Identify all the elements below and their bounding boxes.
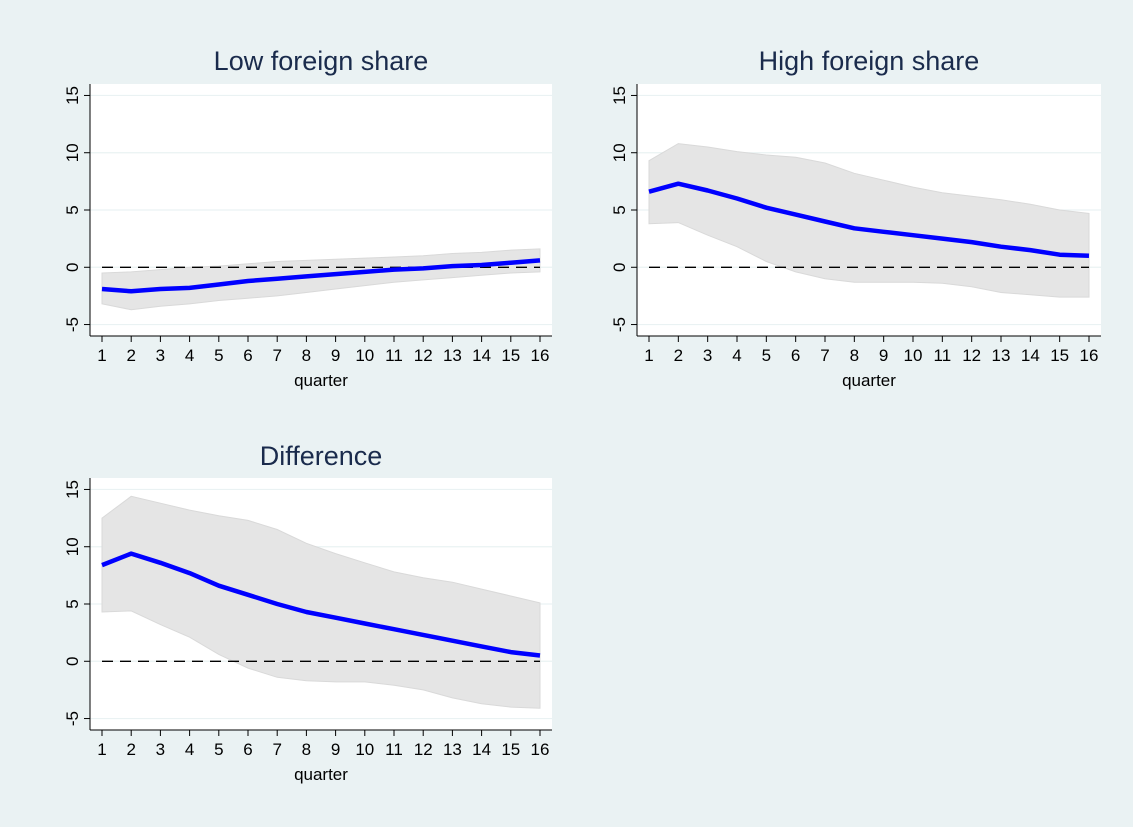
x-tick-label: 1 <box>644 346 653 365</box>
x-tick-label: 10 <box>355 740 374 759</box>
y-tick-label: 5 <box>63 205 82 214</box>
y-tick-label: 15 <box>610 86 629 105</box>
x-tick-label: 13 <box>992 346 1011 365</box>
x-tick-label: 14 <box>472 346 491 365</box>
y-tick-label: 5 <box>63 599 82 608</box>
x-tick-label: 3 <box>703 346 712 365</box>
x-tick-label: 4 <box>732 346 741 365</box>
y-tick-label: 10 <box>63 537 82 556</box>
x-tick-label: 6 <box>243 346 252 365</box>
x-tick-label: 7 <box>272 740 281 759</box>
x-tick-label: 12 <box>414 740 433 759</box>
estimate-line <box>648 181 1090 259</box>
x-tick-label: 10 <box>355 346 374 365</box>
x-tick-label: 6 <box>243 740 252 759</box>
y-tick-label: 15 <box>63 86 82 105</box>
confidence-band <box>101 248 541 311</box>
y-tick-label: 0 <box>63 657 82 666</box>
x-tick-label: 13 <box>443 346 462 365</box>
x-tick-label: 8 <box>302 740 311 759</box>
y-tick-label: 5 <box>610 205 629 214</box>
x-tick-label: 1 <box>97 346 106 365</box>
x-tick-label: 8 <box>302 346 311 365</box>
x-tick-label: 11 <box>934 346 952 365</box>
x-tick-label: 16 <box>1080 346 1099 365</box>
x-tick-label: 5 <box>762 346 771 365</box>
x-tick-label: 7 <box>272 346 281 365</box>
x-tick-label: 4 <box>185 740 194 759</box>
y-tick-label: 10 <box>610 143 629 162</box>
x-tick-label: 4 <box>185 346 194 365</box>
x-tick-label: 11 <box>385 346 403 365</box>
x-tick-label: 3 <box>156 740 165 759</box>
x-tick-label: 7 <box>820 346 829 365</box>
y-tick-label: -5 <box>63 711 82 726</box>
x-tick-label: 12 <box>962 346 981 365</box>
x-tick-label: 15 <box>501 740 520 759</box>
y-tick-label: 15 <box>63 480 82 499</box>
x-tick-label: 15 <box>1050 346 1069 365</box>
confidence-band <box>648 143 1090 298</box>
x-tick-label: 9 <box>331 740 340 759</box>
x-tick-label: 13 <box>443 740 462 759</box>
y-tick-label: -5 <box>63 317 82 332</box>
x-tick-label: 2 <box>126 346 135 365</box>
x-tick-label: 2 <box>674 346 683 365</box>
x-tick-label: 8 <box>850 346 859 365</box>
x-tick-label: 14 <box>1021 346 1040 365</box>
panel-title: High foreign share <box>759 46 980 76</box>
y-tick-label: 0 <box>63 263 82 272</box>
x-tick-label: 5 <box>214 346 223 365</box>
y-tick-label: -5 <box>610 317 629 332</box>
x-tick-label: 16 <box>531 740 550 759</box>
x-tick-label: 9 <box>331 346 340 365</box>
x-tick-label: 12 <box>414 346 433 365</box>
x-tick-label: 16 <box>531 346 550 365</box>
x-axis-label: quarter <box>294 371 348 390</box>
x-tick-label: 3 <box>156 346 165 365</box>
estimate-line <box>101 551 541 658</box>
x-tick-label: 10 <box>904 346 923 365</box>
y-tick-label: 0 <box>610 263 629 272</box>
x-tick-label: 11 <box>385 740 403 759</box>
x-tick-label: 9 <box>879 346 888 365</box>
panel-title: Difference <box>260 441 383 471</box>
panel-title: Low foreign share <box>214 46 429 76</box>
x-tick-label: 1 <box>97 740 106 759</box>
x-axis-label: quarter <box>842 371 896 390</box>
x-tick-label: 15 <box>501 346 520 365</box>
x-tick-label: 5 <box>214 740 223 759</box>
x-tick-label: 6 <box>791 346 800 365</box>
confidence-band <box>101 495 541 709</box>
x-axis-label: quarter <box>294 765 348 784</box>
x-tick-label: 2 <box>126 740 135 759</box>
y-tick-label: 10 <box>63 143 82 162</box>
estimate-line <box>101 258 541 294</box>
x-tick-label: 14 <box>472 740 491 759</box>
